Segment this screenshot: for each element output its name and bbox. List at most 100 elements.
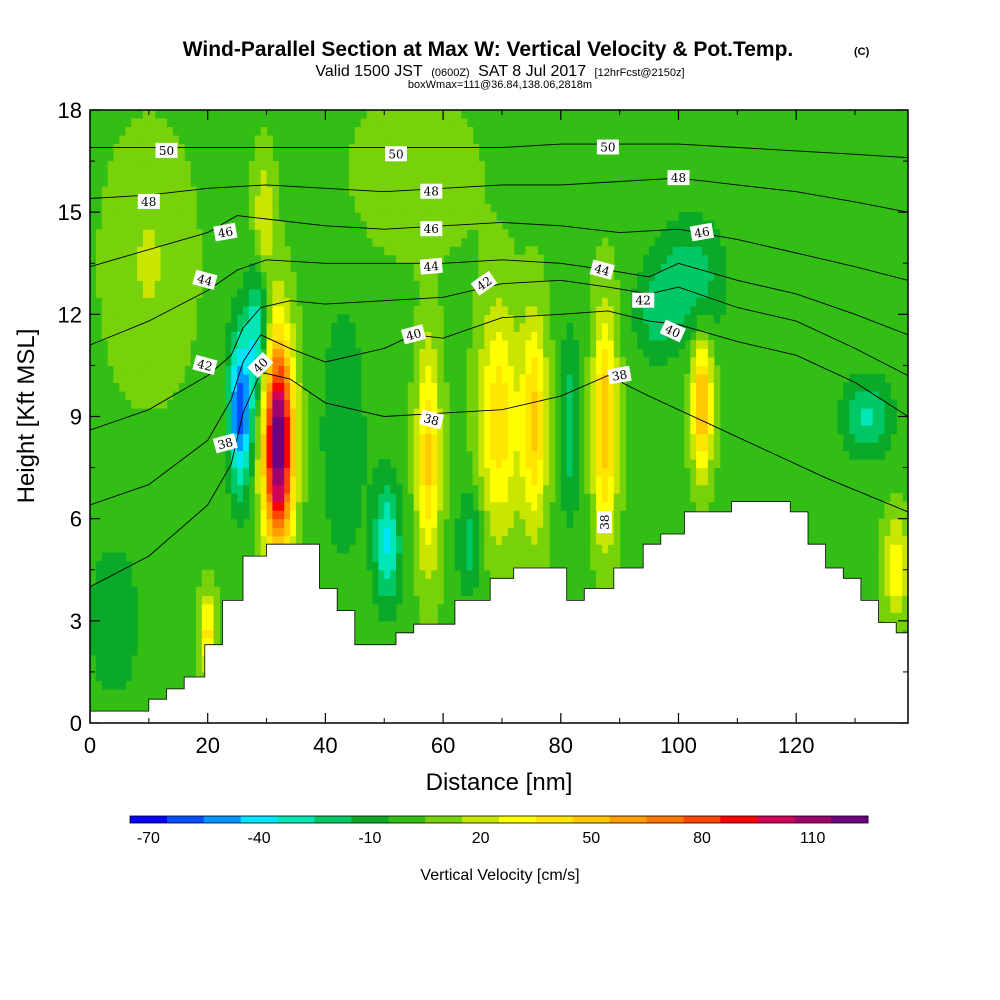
velocity-cell-2450 [525,331,532,341]
velocity-cell-2388 [519,518,527,528]
velocity-cell-458 [166,356,173,367]
velocity-cell-2621 [566,467,574,477]
velocity-cell-1734 [425,595,432,605]
velocity-cell-1702 [419,339,427,349]
velocity-cell-1071 [284,442,291,452]
velocity-cell-411 [154,186,162,196]
velocity-cell-1747 [425,484,432,494]
velocity-cell-22 [95,288,103,298]
velocity-cell-428 [160,331,168,341]
velocity-cell-1549 [396,246,403,256]
velocity-cell-1339 [354,356,362,367]
velocity-cell-1344 [354,178,362,188]
velocity-cell-1178 [301,416,309,426]
velocity-cell-1652 [413,246,421,256]
velocity-cell-2867 [613,314,621,324]
velocity-cell-998 [272,161,279,171]
velocity-cell-9 [95,663,103,673]
velocity-cell-1662 [413,161,421,171]
velocity-cell-2172 [490,535,497,545]
velocity-cell-216 [125,322,132,332]
velocity-cell-1043 [278,263,285,273]
velocity-cell-1391 [366,144,374,154]
velocity-cell-2332 [507,314,515,324]
velocity-cell-859 [260,339,268,349]
velocity-cell-1808 [431,484,438,494]
velocity-cell-1779 [425,212,432,222]
velocity-cell-404 [154,246,162,256]
velocity-cell-3203 [843,416,850,426]
velocity-cell-2755 [601,578,609,588]
velocity-cell-2530 [537,348,544,358]
velocity-cell-2181 [490,459,497,469]
velocity-cell-3220 [855,433,862,443]
velocity-cell-1569 [401,229,409,239]
velocity-cell-1124 [290,365,297,375]
velocity-cell-1525 [390,178,397,188]
velocity-cell-3306 [890,603,897,613]
velocity-cell-1688 [419,459,427,469]
velocity-cell-2210 [490,212,497,222]
velocity-cell-2274 [501,442,509,452]
velocity-cell-2261 [501,552,509,562]
velocity-cell-1318 [348,152,356,162]
velocity-cell-2124 [484,544,491,554]
velocity-cell-478 [166,186,173,196]
velocity-cell-3264 [878,561,886,571]
velocity-cell-3275 [878,407,886,418]
velocity-cell-1412 [372,237,379,247]
velocity-cell-2609 [560,382,568,392]
velocity-cell-3156 [707,288,715,298]
velocity-cell-1350 [354,127,362,137]
velocity-cell-3178 [713,305,721,315]
velocity-cell-569 [190,322,197,332]
velocity-cell-1657 [413,203,421,213]
velocity-cell-283 [137,390,144,401]
velocity-cell-60 [101,212,109,222]
velocity-cell-2374 [513,305,521,315]
velocity-cell-693 [237,493,244,503]
velocity-cell-2743 [596,314,603,324]
colorbar-frame [129,815,869,824]
velocity-cell-720 [243,493,250,503]
velocity-cell-327 [142,305,150,315]
contour-label-group-0: 50 [155,142,178,158]
velocity-cell-2200 [490,297,497,307]
velocity-cell-501 [172,254,179,264]
velocity-cell-1697 [419,382,427,392]
velocity-cell-1278 [343,390,350,401]
velocity-cell-1268 [343,476,350,486]
velocity-cell-2532 [537,331,544,341]
velocity-cell-1833 [431,271,438,281]
velocity-cell-1070 [284,450,291,460]
velocity-cell-2651 [572,399,580,409]
velocity-cell-1690 [419,442,427,452]
velocity-cell-2809 [607,484,615,494]
velocity-cell-2643 [572,467,580,477]
velocity-cell-2827 [607,331,615,341]
velocity-cell-24 [95,271,103,281]
velocity-cell-1341 [354,203,362,213]
velocity-cell-1831 [431,288,438,298]
velocity-cell-2934 [654,322,662,332]
velocity-cell-3254 [872,399,880,409]
velocity-cell-3202 [843,425,850,435]
velocity-cell-809 [254,314,262,324]
velocity-cell-554 [184,271,191,281]
velocity-cell-1575 [401,178,409,188]
velocity-cell-444 [160,195,168,205]
velocity-cell-2658 [572,339,580,349]
velocity-cell-1253 [337,365,344,375]
velocity-cell-141 [113,195,121,205]
velocity-cell-76 [107,578,115,588]
velocity-cell-1496 [384,127,391,137]
velocity-cell-1141 [295,535,303,545]
velocity-cell-3038 [690,467,697,477]
velocity-cell-874 [260,195,268,205]
velocity-cell-2370 [513,339,521,349]
velocity-cell-2636 [566,339,574,349]
velocity-cell-1242 [337,459,344,469]
velocity-cell-1627 [413,484,421,494]
velocity-cell-521 [178,331,185,341]
velocity-cell-1336 [354,382,362,392]
